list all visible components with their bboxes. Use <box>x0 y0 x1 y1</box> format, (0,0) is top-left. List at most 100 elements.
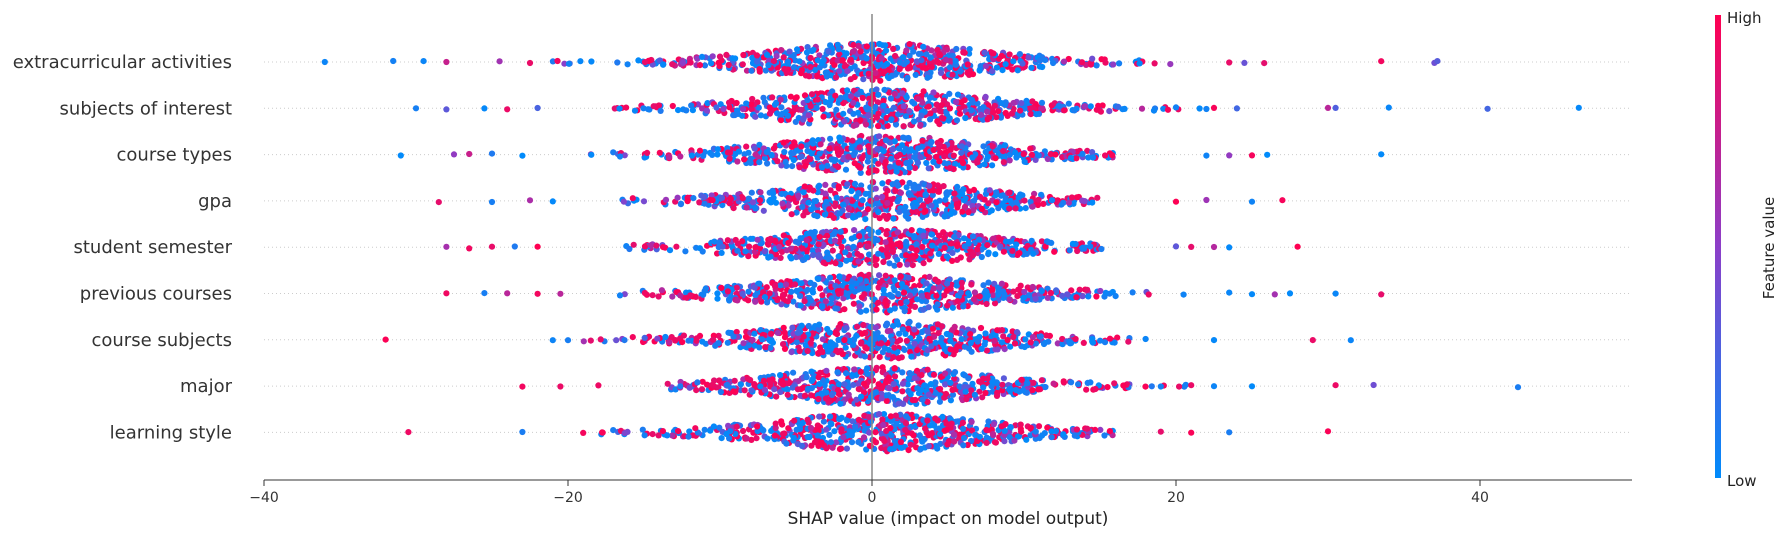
shap-point <box>856 242 864 249</box>
shap-point <box>709 197 716 204</box>
shap-point <box>739 238 746 245</box>
shap-point <box>946 115 953 122</box>
shap-point <box>988 207 995 214</box>
shap-point <box>1203 152 1210 159</box>
shap-point <box>1241 59 1248 66</box>
shap-point <box>888 155 895 162</box>
shap-point <box>739 290 746 297</box>
shap-point <box>1007 197 1014 204</box>
shap-point <box>816 233 823 241</box>
shap-point <box>900 54 907 61</box>
shap-point <box>762 67 769 74</box>
shap-point <box>954 91 962 98</box>
shap-point <box>1021 294 1028 301</box>
shap-point <box>822 190 829 197</box>
shap-point <box>814 96 821 103</box>
shap-point <box>961 203 969 210</box>
shap-point <box>915 322 922 329</box>
shap-point <box>892 121 900 128</box>
shap-point <box>989 378 996 385</box>
shap-point <box>947 337 954 344</box>
shap-point <box>788 349 795 356</box>
shap-point <box>891 305 898 312</box>
shap-point <box>1014 67 1021 74</box>
shap-point <box>783 69 790 76</box>
shap-point <box>496 58 503 65</box>
shap-point <box>970 251 977 258</box>
shap-point <box>829 88 836 95</box>
shap-point <box>825 348 832 355</box>
shap-point <box>896 208 903 215</box>
shap-point <box>1145 291 1152 298</box>
shap-point <box>1089 154 1097 161</box>
shap-point <box>973 114 980 122</box>
shap-point <box>730 333 737 340</box>
shap-point <box>915 95 922 102</box>
shap-point <box>466 150 473 158</box>
shap-point <box>443 58 450 66</box>
shap-point <box>756 159 763 166</box>
shap-point <box>701 62 709 69</box>
shap-point <box>875 208 882 216</box>
shap-point <box>795 192 802 199</box>
shap-point <box>923 280 930 287</box>
shap-point <box>690 195 697 202</box>
shap-point <box>718 249 725 256</box>
shap-point <box>876 140 883 148</box>
shap-point <box>488 243 496 250</box>
shap-point <box>774 297 781 304</box>
shap-point <box>857 48 864 55</box>
shap-point <box>519 152 526 159</box>
shap-point <box>886 89 893 96</box>
shap-point <box>943 190 950 197</box>
shap-point <box>845 212 852 219</box>
shap-point <box>843 325 850 332</box>
shap-point <box>1000 154 1007 161</box>
shap-point <box>951 233 958 240</box>
shap-point <box>922 191 929 198</box>
shap-point <box>1082 103 1089 110</box>
shap-point <box>947 379 954 386</box>
shap-point <box>923 51 930 58</box>
shap-point <box>674 194 681 201</box>
shap-point <box>881 68 888 75</box>
shap-point <box>899 90 906 97</box>
shap-point <box>1038 288 1045 295</box>
shap-point <box>1102 289 1109 296</box>
shap-point <box>765 62 772 69</box>
shap-point <box>740 51 747 59</box>
shap-point <box>863 43 870 50</box>
shap-point <box>657 107 664 114</box>
shap-point <box>1085 154 1092 161</box>
shap-point <box>855 258 862 265</box>
shap-point <box>807 63 814 71</box>
shap-point <box>870 48 877 55</box>
shap-point <box>936 141 943 148</box>
shap-point <box>1112 293 1119 300</box>
shap-point <box>777 282 784 289</box>
shap-point <box>1000 248 1008 255</box>
shap-point <box>488 198 496 206</box>
shap-point <box>884 107 891 115</box>
shap-point <box>988 383 995 390</box>
shap-point <box>895 321 902 328</box>
shap-point <box>901 346 908 353</box>
shap-point <box>835 381 843 388</box>
shap-point <box>848 145 855 152</box>
shap-point <box>971 289 979 296</box>
shap-point <box>1013 241 1020 248</box>
shap-point <box>827 300 835 307</box>
shap-point <box>924 328 931 335</box>
shap-point <box>1160 105 1167 112</box>
shap-point <box>837 94 844 101</box>
shap-point <box>947 210 955 217</box>
shap-point <box>910 118 918 125</box>
shap-point <box>849 137 856 144</box>
shap-point <box>937 108 944 115</box>
shap-point <box>641 243 649 250</box>
shap-point <box>789 324 796 331</box>
shap-point <box>942 370 949 377</box>
shap-point <box>1060 378 1067 385</box>
shap-point <box>981 341 988 348</box>
shap-point <box>883 60 891 68</box>
